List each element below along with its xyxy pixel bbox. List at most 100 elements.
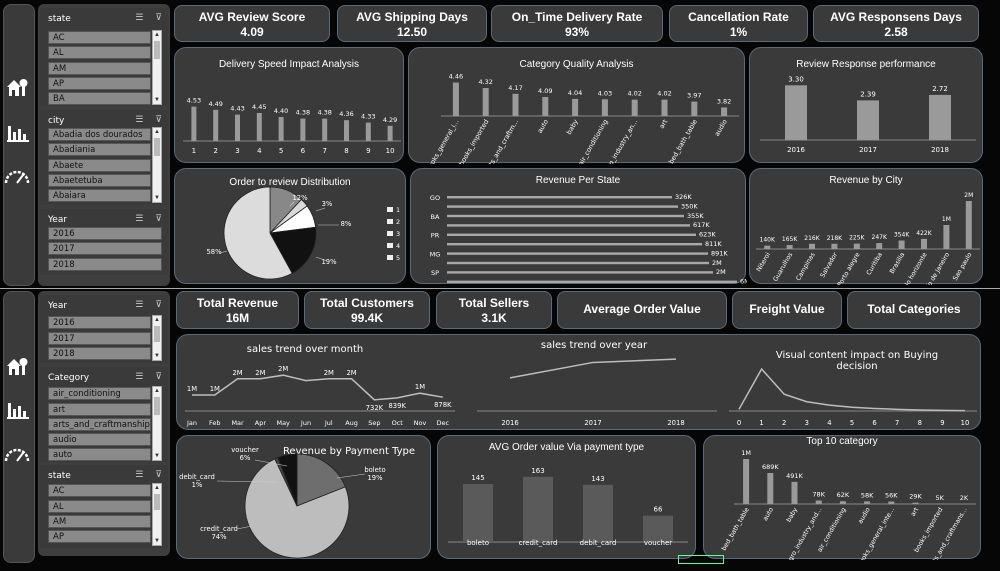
- category-quality-chart: 4.46 books_general_i... 4.32 books_imported…: [424, 73, 739, 164]
- kpi-card: Freight Value: [732, 291, 842, 329]
- slicer-scrollbar[interactable]: ▲ ▼: [152, 386, 162, 461]
- slicer-item[interactable]: AM: [48, 62, 151, 75]
- page-tab-indicator[interactable]: [678, 555, 724, 564]
- data-label: 2.72: [932, 85, 948, 93]
- data-label: 4.49: [208, 100, 222, 108]
- slicer-scrollbar[interactable]: ▲ ▼: [152, 127, 162, 203]
- tick-label: Oct: [392, 419, 404, 427]
- kpi-value: 3.1K: [481, 311, 507, 325]
- tick-label: art: [658, 118, 670, 130]
- slicer-item[interactable]: AL: [48, 46, 151, 59]
- bar: [743, 459, 750, 504]
- bar: [929, 94, 951, 140]
- data-label: 19%: [321, 258, 337, 266]
- tick-label: Jul: [324, 419, 333, 427]
- chart-title: sales trend over month: [247, 344, 363, 355]
- slicer-item[interactable]: Abadia dos dourados: [48, 128, 151, 141]
- legend-swatch: [387, 207, 393, 212]
- kpi-label: Cancellation Rate: [688, 10, 789, 24]
- bar: [447, 243, 702, 246]
- bar: [764, 245, 771, 249]
- data-label: 617K: [693, 221, 710, 229]
- slicer-title: state: [48, 471, 71, 481]
- data-label: 2M: [346, 369, 356, 377]
- bar: [691, 101, 698, 116]
- slicer-item[interactable]: 2016: [48, 316, 151, 329]
- clear-filter-icon[interactable]: ⊽: [155, 299, 162, 309]
- clear-filter-icon[interactable]: ⊽: [155, 469, 162, 479]
- clear-filter-icon[interactable]: ⊽: [155, 213, 162, 223]
- kpi-value: 16M: [225, 311, 250, 325]
- kpi-card: AVG Shipping Days 12.50: [337, 5, 487, 42]
- slicer-scrollbar[interactable]: ▲ ▼: [152, 30, 162, 105]
- multi-select-icon[interactable]: ☰: [135, 213, 144, 223]
- multi-select-icon[interactable]: ☰: [135, 12, 144, 22]
- legend-label: 4: [396, 242, 400, 250]
- slicer-item[interactable]: AC: [48, 484, 151, 497]
- slicer-item[interactable]: air_conditioning: [48, 387, 151, 400]
- bar: [278, 117, 284, 141]
- chart-title: decision: [836, 361, 877, 372]
- bar-chart-icon[interactable]: [7, 401, 29, 424]
- tick-label: 4: [257, 147, 262, 155]
- slicer-item[interactable]: auto: [48, 448, 151, 461]
- multi-select-icon[interactable]: ☰: [135, 469, 144, 479]
- leader-line: [236, 525, 253, 530]
- leader-line: [216, 480, 278, 483]
- slicer-item[interactable]: AP: [48, 77, 151, 90]
- tick-label: Guarulhos: [772, 252, 794, 283]
- top-category-panel: Top 10 category 1M bed_bath_table 689K auto…: [703, 435, 981, 560]
- slicer-item[interactable]: BA: [48, 92, 151, 105]
- tick-label: 3: [805, 419, 809, 427]
- clear-filter-icon[interactable]: ⊽: [155, 114, 162, 124]
- gauge-icon[interactable]: [4, 447, 30, 468]
- slicer-scrollbar[interactable]: ▲ ▼: [152, 315, 162, 361]
- slicer-item[interactable]: art: [48, 403, 151, 416]
- data-label: 4.38: [296, 109, 310, 117]
- slicer-item[interactable]: AP: [48, 530, 151, 543]
- tick-label: Jun: [300, 419, 311, 427]
- tick-label: voucher: [644, 539, 672, 547]
- gauge-icon[interactable]: [4, 169, 30, 190]
- slicer-scrollbar[interactable]: ▲ ▼: [152, 483, 162, 546]
- bar: [839, 501, 846, 504]
- kpi-value: 12.50: [396, 25, 428, 39]
- series-line: [738, 367, 966, 412]
- slicer-item[interactable]: AM: [48, 515, 151, 528]
- house-icon[interactable]: [5, 355, 31, 382]
- data-label: 4.02: [657, 90, 671, 98]
- slicer-item[interactable]: 2018: [48, 347, 151, 360]
- multi-select-icon[interactable]: ☰: [135, 299, 144, 309]
- legend-label: 5: [396, 254, 400, 262]
- slicer-item[interactable]: arts_and_craftmanship: [48, 418, 151, 431]
- slicer-item[interactable]: 2018: [48, 258, 162, 271]
- slicer-item[interactable]: 2016: [48, 227, 162, 240]
- clear-filter-icon[interactable]: ⊽: [155, 371, 162, 381]
- kpi-label: Total Categories: [867, 302, 961, 316]
- kpi-card: Total Categories: [847, 291, 981, 329]
- data-label: 623K: [699, 231, 716, 239]
- clear-filter-icon[interactable]: ⊽: [155, 12, 162, 22]
- tick-label: 2017: [859, 146, 877, 154]
- slicer-item[interactable]: Abaete: [48, 159, 151, 172]
- bar: [831, 243, 838, 249]
- data-label: 1M: [415, 383, 425, 391]
- slicer-item[interactable]: Abadiania: [48, 143, 151, 156]
- slicer-item[interactable]: audio: [48, 433, 151, 446]
- slicer-item[interactable]: AL: [48, 500, 151, 513]
- slicer-item[interactable]: 2017: [48, 242, 162, 255]
- data-label: credit_card: [200, 525, 238, 533]
- multi-select-icon[interactable]: ☰: [135, 114, 144, 124]
- slicer-item[interactable]: AC: [48, 31, 151, 44]
- data-label: 225K: [849, 235, 865, 242]
- slicer-item[interactable]: Abaetetuba: [48, 174, 151, 187]
- multi-select-icon[interactable]: ☰: [135, 371, 144, 381]
- data-label: 4.45: [252, 103, 266, 111]
- house-icon[interactable]: [5, 76, 31, 103]
- bottom-nav-bar: [3, 291, 35, 563]
- slicer-item[interactable]: Abaiara: [48, 189, 151, 202]
- slicer-item[interactable]: 2017: [48, 332, 151, 345]
- slicer-title: Category: [48, 373, 90, 383]
- bar: [721, 107, 728, 116]
- bar-chart-icon[interactable]: [7, 124, 29, 147]
